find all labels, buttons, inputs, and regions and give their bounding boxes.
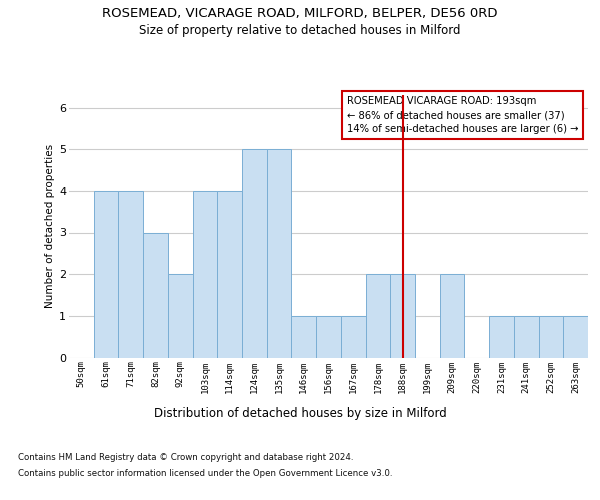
Bar	[514, 316, 539, 358]
Text: Distribution of detached houses by size in Milford: Distribution of detached houses by size …	[154, 408, 446, 420]
Bar	[316, 316, 341, 358]
Bar	[365, 274, 390, 357]
Text: Contains HM Land Registry data © Crown copyright and database right 2024.: Contains HM Land Registry data © Crown c…	[18, 454, 353, 462]
Bar	[341, 316, 365, 358]
Bar	[267, 149, 292, 358]
Bar	[143, 232, 168, 358]
Bar	[489, 316, 514, 358]
Bar	[217, 191, 242, 358]
Bar	[390, 274, 415, 357]
Bar	[440, 274, 464, 357]
Bar	[563, 316, 588, 358]
Text: Contains public sector information licensed under the Open Government Licence v3: Contains public sector information licen…	[18, 468, 392, 477]
Y-axis label: Number of detached properties: Number of detached properties	[45, 144, 55, 308]
Bar	[118, 191, 143, 358]
Bar	[539, 316, 563, 358]
Text: ROSEMEAD, VICARAGE ROAD, MILFORD, BELPER, DE56 0RD: ROSEMEAD, VICARAGE ROAD, MILFORD, BELPER…	[102, 8, 498, 20]
Bar	[193, 191, 217, 358]
Text: Size of property relative to detached houses in Milford: Size of property relative to detached ho…	[139, 24, 461, 37]
Bar	[94, 191, 118, 358]
Bar	[292, 316, 316, 358]
Bar	[242, 149, 267, 358]
Text: ROSEMEAD VICARAGE ROAD: 193sqm
← 86% of detached houses are smaller (37)
14% of : ROSEMEAD VICARAGE ROAD: 193sqm ← 86% of …	[347, 96, 578, 134]
Bar	[168, 274, 193, 357]
